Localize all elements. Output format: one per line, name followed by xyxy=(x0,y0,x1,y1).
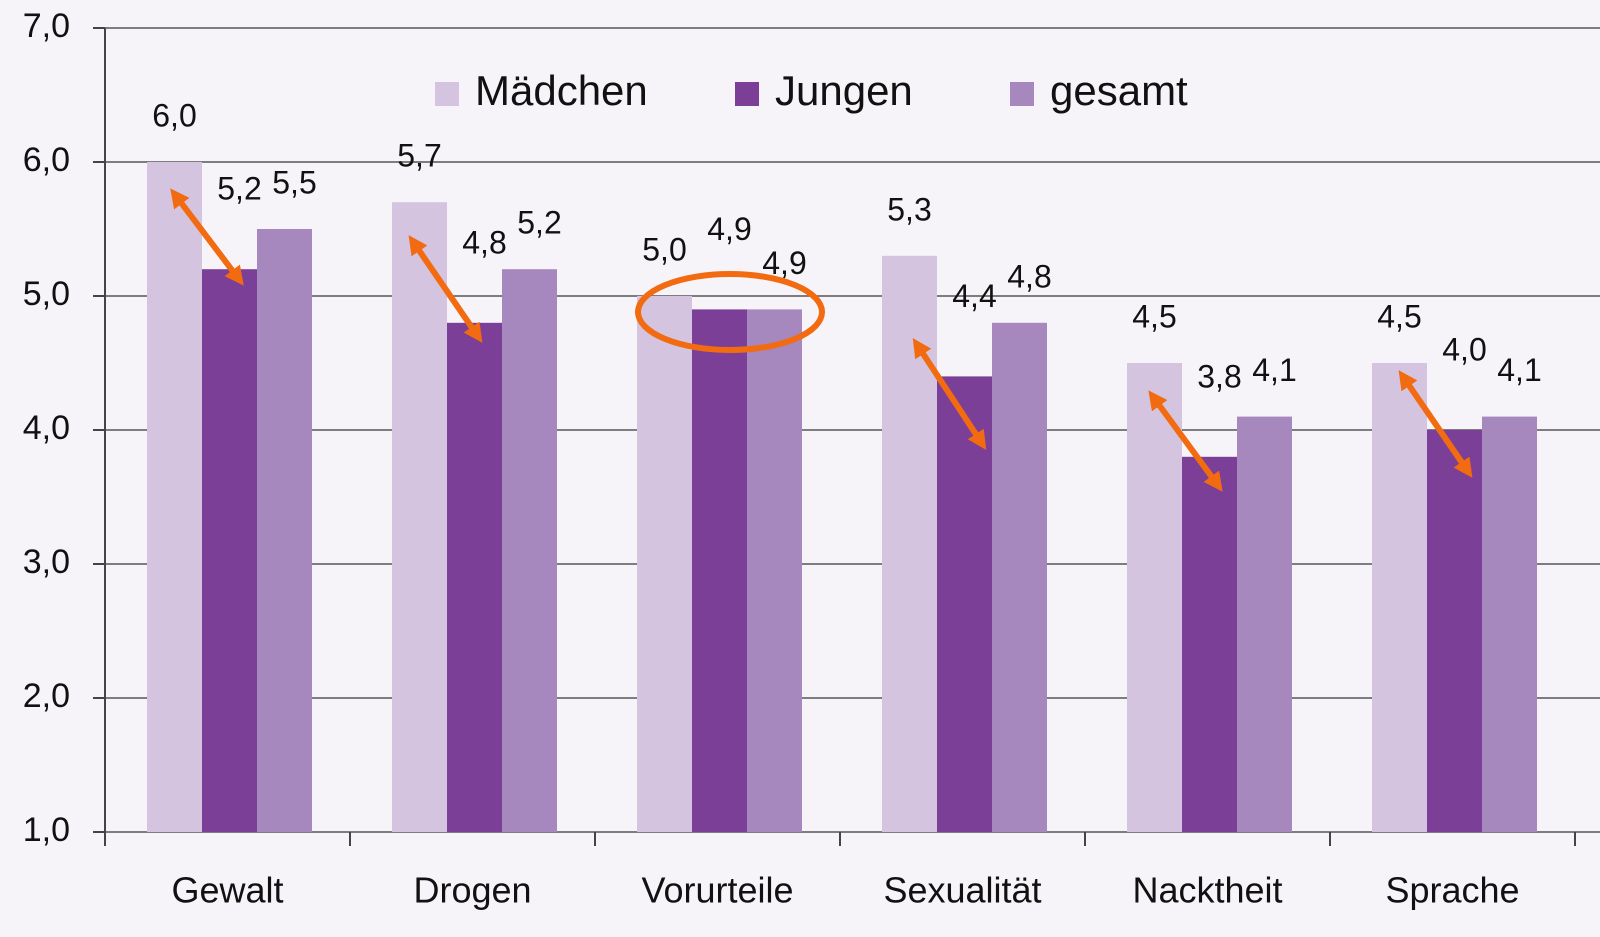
bar xyxy=(882,255,937,833)
x-tick-label: Nacktheit xyxy=(1132,870,1282,911)
bar xyxy=(257,229,312,832)
x-tick-label: Gewalt xyxy=(171,870,283,911)
bar xyxy=(447,322,502,832)
legend-label: Mädchen xyxy=(475,67,648,114)
value-label: 5,2 xyxy=(217,171,261,207)
x-tick-label: Vorurteile xyxy=(641,870,793,911)
bar xyxy=(747,309,802,832)
value-label: 5,2 xyxy=(517,205,561,241)
bar xyxy=(202,269,257,832)
legend-label: gesamt xyxy=(1050,67,1188,114)
value-label: 6,0 xyxy=(152,97,196,133)
value-label: 4,5 xyxy=(1132,298,1176,334)
bar xyxy=(1427,430,1482,832)
y-tick-label: 4,0 xyxy=(23,409,70,447)
y-tick-label: 7,0 xyxy=(23,7,70,45)
value-label: 3,8 xyxy=(1197,358,1241,394)
y-tick-label: 1,0 xyxy=(23,811,70,849)
bar xyxy=(147,162,202,832)
legend-swatch xyxy=(735,82,759,106)
value-label: 5,0 xyxy=(642,231,686,267)
annotations xyxy=(170,188,1473,492)
bar xyxy=(1372,363,1427,832)
value-label: 5,5 xyxy=(272,164,316,200)
value-label: 4,0 xyxy=(1442,331,1486,367)
bar xyxy=(937,376,992,832)
value-label: 4,1 xyxy=(1252,352,1296,388)
y-tick-label: 5,0 xyxy=(23,275,70,313)
legend-label: Jungen xyxy=(775,67,913,114)
value-label: 5,7 xyxy=(397,138,441,174)
arrow xyxy=(170,188,244,286)
bar xyxy=(637,296,692,832)
legend-swatch xyxy=(435,82,459,106)
value-label: 4,9 xyxy=(707,211,751,247)
value-label: 4,8 xyxy=(1007,258,1051,294)
grid xyxy=(93,27,1600,846)
labels: 1,0 2,0 3,0 4,0 5,0 6,0 7,0 Gewalt 6,0 5,2 5,5 Drog… xyxy=(23,7,1542,911)
bar xyxy=(692,309,747,832)
x-tick-label: Drogen xyxy=(413,870,531,911)
bar xyxy=(392,202,447,832)
highlight-ellipse xyxy=(635,271,825,353)
arrow xyxy=(912,337,987,451)
arrow xyxy=(1148,390,1223,492)
bar xyxy=(1482,416,1537,832)
value-label: 4,5 xyxy=(1377,298,1421,334)
y-tick-label: 3,0 xyxy=(23,543,70,581)
bars xyxy=(147,162,1537,833)
arrow xyxy=(408,235,483,343)
y-tick-label: 6,0 xyxy=(23,141,70,179)
arrow xyxy=(1398,370,1473,478)
bar xyxy=(1237,416,1292,832)
value-label: 4,4 xyxy=(952,278,996,314)
value-label: 4,1 xyxy=(1497,352,1541,388)
x-tick-label: Sexualität xyxy=(883,870,1041,911)
bar xyxy=(1127,363,1182,832)
legend-swatch xyxy=(1010,82,1034,106)
x-tick-label: Sprache xyxy=(1385,870,1519,911)
value-label: 4,8 xyxy=(462,224,506,260)
bar xyxy=(502,269,557,832)
y-tick-label: 2,0 xyxy=(23,677,70,715)
value-label: 5,3 xyxy=(887,191,931,227)
bar xyxy=(992,322,1047,832)
bar xyxy=(1182,456,1237,832)
